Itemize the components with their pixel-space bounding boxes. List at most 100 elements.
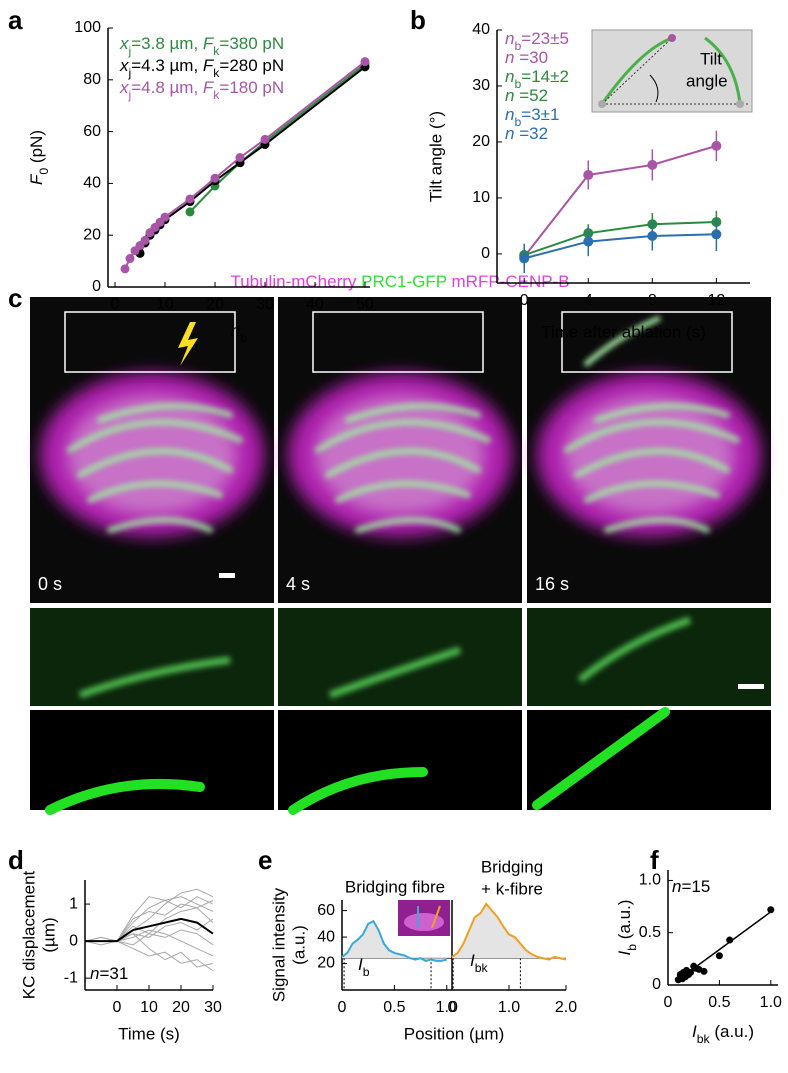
text-part: n [505,29,514,48]
text-part: =180 pN [219,78,284,97]
text-part: b [363,965,370,979]
series-line [85,917,214,943]
marker [687,968,695,976]
y-axis-label: (µm) [39,917,58,952]
annotation: n=15 [672,877,710,896]
text-part: j [128,66,132,80]
text-part: n [672,877,681,896]
marker [519,253,530,264]
y-tick-label: 10 [472,189,490,206]
x-tick-label: 4 [584,292,593,309]
text-part: 0 [37,168,51,175]
series-line [84,896,214,942]
marker [715,952,723,960]
channel: mRFP-CENP-B [447,272,570,291]
y-tick-label: 60 [317,902,335,919]
marker [260,134,270,144]
marker [711,229,722,240]
x-tick-label: 0 [111,296,120,313]
text-part: =15 [681,877,710,896]
marker [700,967,708,975]
text-part: I [692,1022,697,1041]
text-part: n [231,321,240,340]
y-tick-label: 0.5 [639,924,661,941]
text-part: n [505,105,514,124]
y-tick-label: -1 [64,969,78,986]
legend-entry: nb=23±5 [505,29,569,53]
text-part: n [505,67,514,86]
panel-letter: d [8,845,24,875]
series-line [85,933,214,968]
legend-count: n =52 [505,86,548,105]
legend-entry: xj=4.3 µm, Fk=280 pN [119,56,284,80]
y-tick-label: 100 [74,19,101,36]
marker [711,140,722,151]
text-part: I [615,950,634,955]
y-tick-label: 40 [317,928,335,945]
text-part: bk [475,961,489,975]
panel-letter: b [410,5,426,35]
series-line [85,899,214,942]
panel-c-images: 0 s 4 s 16 s Tubulin-mCherry PRC1-GFP mR… [30,272,771,815]
x-axis-label: Time (s) [118,1024,180,1043]
annotation: Ibk [470,951,489,975]
text-part: =4.8 µm, [131,78,203,97]
series-line [84,918,214,946]
inset-label: Tilt [700,49,722,68]
y-tick-label: 30 [472,77,490,94]
text-part: F [27,173,46,185]
y-tick-label: 20 [472,133,490,150]
marker [185,207,195,217]
text-part: =280 pN [219,56,284,75]
legend-entry: xj=4.8 µm, Fk=180 pN [119,78,284,102]
text-part: j [128,44,132,58]
marker [767,906,775,914]
y-tick-label: 20 [83,226,101,243]
text-part: b [625,944,639,951]
channel: Tubulin-mCherry [230,272,356,291]
x-axis-label: Time after ablation (s) [541,322,706,341]
panel-letter: e [258,845,272,875]
text-part: =30 [514,48,548,67]
text-part: b [514,115,521,129]
series-line [523,233,717,260]
y-tick-label: 0 [652,976,661,993]
channel: PRC1-GFP [356,272,446,291]
x-tick-label: 0 [448,999,457,1016]
y-axis-label: Tilt angle (°) [426,111,445,202]
legend-count: n =30 [505,48,548,67]
y-tick-label: 80 [83,71,101,88]
marker [235,153,245,162]
y-axis-label: Signal intensity [269,887,288,1002]
y-tick-label: 0 [92,278,101,295]
text-part: n [505,86,514,105]
x-tick-label: 30 [204,999,222,1016]
x-tick-label: 0 [338,999,347,1016]
text-part: =14±2 [521,67,569,86]
y-axis-label: (a.u.) [289,925,308,965]
marker [210,173,220,183]
text-part: bk [697,1032,711,1046]
marker [140,235,150,245]
legend-entry: xj=3.8 µm, Fk=380 pN [119,34,284,58]
marker [160,212,170,222]
legend-entry: nb=3±1 [505,105,559,129]
text-part: b [514,77,521,91]
x-tick-label: 0.5 [708,994,730,1011]
x-tick-label: 0 [664,994,673,1011]
x-tick-label: 8 [648,292,657,309]
text-part: (a.u.) [710,1022,754,1041]
marker [726,936,734,944]
channel-title: Tubulin-mCherry PRC1-GFP mRFP-CENP-B [230,272,569,291]
y-tick-label: 0 [69,932,78,949]
x-tick-label: 30 [256,296,274,313]
x-axis-label: nb [231,321,247,345]
legend-entry: nb=14±2 [505,67,569,91]
marker [583,236,594,247]
text-part: (pN) [27,130,46,168]
x-tick-label: 40 [306,296,324,313]
x-tick-label: 0 [113,999,122,1016]
profile-area [342,921,447,961]
series-line [341,919,448,962]
